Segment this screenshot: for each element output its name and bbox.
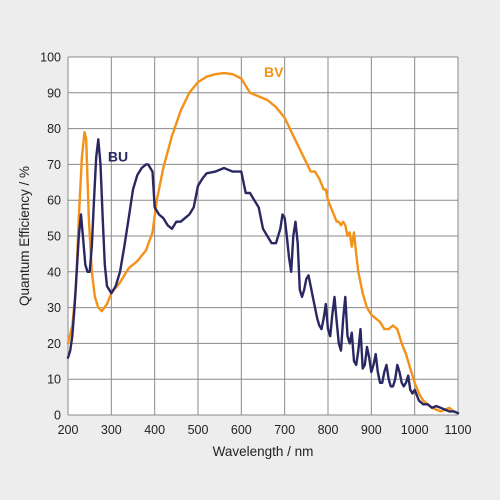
x-tick-labels: 200 300 400 500 600 700 800 900 1000 1100 [58, 423, 472, 437]
x-tick-label: 1100 [445, 423, 472, 437]
y-tick-label: 50 [47, 230, 61, 244]
y-tick-label: 10 [47, 373, 61, 387]
x-tick-label: 300 [101, 423, 122, 437]
x-tick-label: 400 [144, 423, 165, 437]
x-tick-label: 800 [318, 423, 339, 437]
x-axis-title: Wavelength / nm [213, 444, 314, 459]
series-label-bu: BU [108, 148, 128, 164]
x-tick-label: 1000 [401, 423, 429, 437]
y-tick-label: 0 [54, 409, 61, 423]
x-tick-label: 600 [231, 423, 252, 437]
y-tick-label: 30 [47, 301, 61, 315]
grid-lines [67, 56, 459, 416]
y-axis-title: Quantum Efficiency / % [17, 166, 32, 306]
y-tick-label: 70 [47, 158, 61, 172]
series-label-bv: BV [264, 64, 284, 80]
x-tick-label: 900 [361, 423, 382, 437]
y-tick-label: 90 [47, 86, 61, 100]
series-labels: BV BU [108, 64, 284, 164]
y-tick-label: 100 [40, 51, 61, 65]
series-line-bv [66, 71, 460, 415]
x-tick-label: 500 [188, 423, 209, 437]
y-tick-label: 40 [47, 265, 61, 279]
x-tick-label: 200 [58, 423, 79, 437]
y-tick-label: 20 [47, 337, 61, 351]
x-tick-label: 700 [274, 423, 295, 437]
y-tick-label: 80 [47, 122, 61, 136]
series-line-bu [66, 138, 460, 415]
y-tick-label: 60 [47, 194, 61, 208]
y-tick-labels: 0 10 20 30 40 50 60 70 80 90 100 [40, 51, 61, 423]
series-layer [66, 71, 460, 415]
